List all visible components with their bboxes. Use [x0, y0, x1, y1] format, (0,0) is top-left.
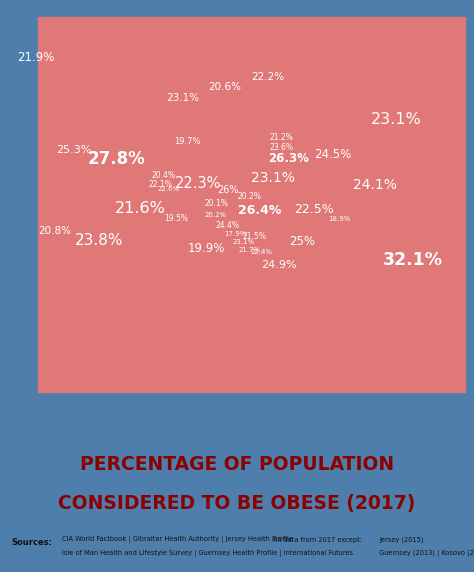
Text: All data from 2017 except:: All data from 2017 except: — [273, 537, 362, 543]
Text: 32.1%: 32.1% — [383, 251, 443, 269]
Text: 23.1%: 23.1% — [166, 93, 199, 103]
Text: 20.1%: 20.1% — [205, 198, 228, 208]
Text: 18.9%: 18.9% — [328, 216, 350, 223]
Text: 25%: 25% — [289, 235, 315, 248]
Text: 24.4%: 24.4% — [216, 220, 239, 229]
Text: 21.7%: 21.7% — [239, 247, 261, 253]
Text: 22.2%: 22.2% — [251, 72, 284, 82]
Text: 23.1%: 23.1% — [251, 171, 294, 185]
Bar — [38, 17, 465, 392]
Text: 21.2%: 21.2% — [270, 133, 293, 142]
Text: 20.8%: 20.8% — [38, 226, 71, 236]
Text: 20.4%: 20.4% — [152, 171, 175, 180]
Text: 20.2%: 20.2% — [238, 192, 262, 201]
Text: 17.9%: 17.9% — [224, 231, 247, 237]
Text: Jersey (2015): Jersey (2015) — [379, 537, 424, 543]
Text: 19.7%: 19.7% — [174, 137, 201, 145]
Text: 23.6%: 23.6% — [270, 142, 293, 152]
Text: 23.8%: 23.8% — [75, 233, 124, 248]
Text: 20.2%: 20.2% — [205, 212, 227, 218]
Text: 24.5%: 24.5% — [314, 148, 351, 161]
Text: 24.1%: 24.1% — [353, 178, 396, 192]
Text: Sources:: Sources: — [12, 538, 53, 547]
Text: 23.1%: 23.1% — [370, 112, 421, 127]
Text: 21.9%: 21.9% — [17, 51, 54, 64]
Text: 22.4%: 22.4% — [251, 249, 273, 255]
Text: CONSIDERED TO BE OBESE (2017): CONSIDERED TO BE OBESE (2017) — [58, 494, 416, 513]
Text: 26.4%: 26.4% — [238, 204, 282, 217]
Text: 20.6%: 20.6% — [209, 82, 242, 92]
Text: 22.1%: 22.1% — [148, 180, 172, 189]
Text: 26.3%: 26.3% — [268, 152, 309, 165]
Text: 23.1%: 23.1% — [232, 239, 254, 245]
Text: 21.5%: 21.5% — [242, 232, 266, 241]
Text: Isle of Man Health and Lifestyle Survey | Guernsey Health Profile | Internationa: Isle of Man Health and Lifestyle Survey … — [62, 550, 353, 557]
Text: 24.9%: 24.9% — [261, 260, 297, 270]
Text: 19.9%: 19.9% — [188, 241, 225, 255]
Text: 22.3%: 22.3% — [175, 176, 221, 190]
Text: CIA World Factbook | Gibraltar Health Authority | Jersey Health Profile: CIA World Factbook | Gibraltar Health Au… — [62, 537, 292, 543]
Text: 26%: 26% — [218, 185, 239, 196]
Text: 22.6%: 22.6% — [158, 186, 180, 192]
Text: Guernsey (2013) | Kosovo (2018): Guernsey (2013) | Kosovo (2018) — [379, 550, 474, 557]
Text: 19.5%: 19.5% — [164, 214, 188, 223]
Text: 22.5%: 22.5% — [294, 203, 334, 216]
Text: 27.8%: 27.8% — [87, 149, 145, 168]
Text: 21.6%: 21.6% — [115, 201, 166, 216]
Text: 25.3%: 25.3% — [56, 145, 91, 156]
Text: PERCENTAGE OF POPULATION: PERCENTAGE OF POPULATION — [80, 455, 394, 474]
